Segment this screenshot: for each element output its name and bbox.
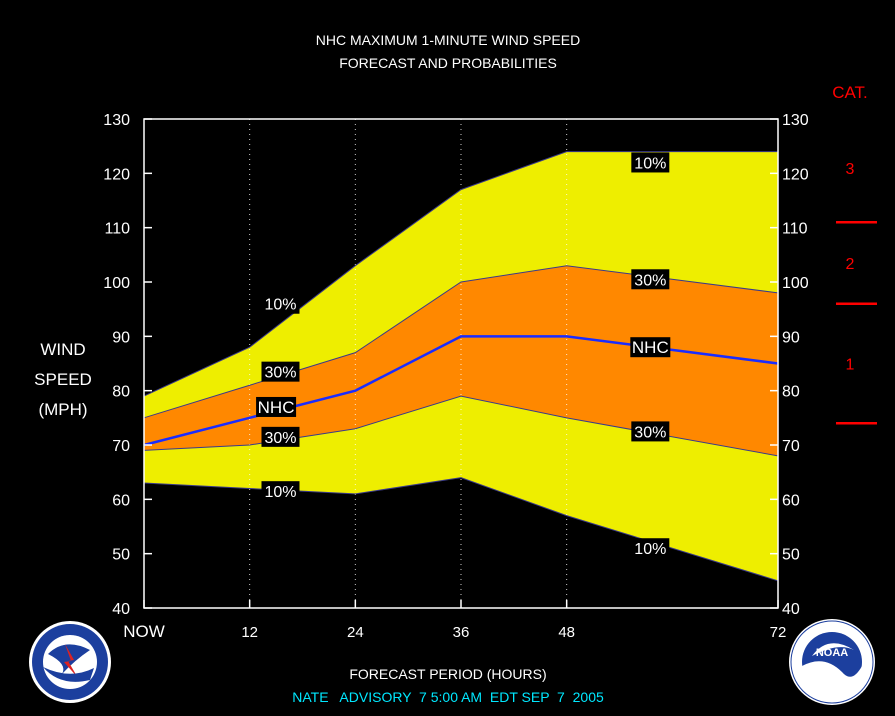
line-upper-30 — [143, 265, 779, 419]
chart-subtitle: FORECAST AND PROBABILITIES — [339, 55, 557, 71]
line-upper-10 — [143, 151, 778, 397]
y-tick-label-left-110: 110 — [104, 221, 130, 238]
band-label-3: 30% — [264, 430, 296, 447]
band-label-box-8 — [631, 421, 670, 442]
y-tick-label-left-40: 40 — [112, 601, 130, 618]
x-axis-ticks: NOW 12 24 36 48 72 — [123, 600, 786, 641]
y-tick-label-left-100: 100 — [103, 275, 130, 292]
band-label-box-5 — [631, 152, 670, 173]
band-label-1: 30% — [264, 365, 296, 382]
band-label-6: 30% — [634, 272, 666, 289]
line-nhc — [143, 335, 779, 447]
noaa-logo-text: NOAA — [816, 647, 848, 659]
y-tick-label-left-120: 120 — [103, 166, 130, 183]
y-tick-label-left-80: 80 — [112, 384, 130, 401]
y-tick-label-right-110: 110 — [782, 221, 808, 238]
y-tick-label-right-50: 50 — [782, 547, 800, 564]
y-tick-label-right-40: 40 — [782, 601, 800, 618]
band-label-4: 10% — [264, 484, 296, 501]
line-lower-10 — [143, 477, 779, 582]
band-labels: 10% 30% NHC 30% 10% 10% 30% NHC 30% 10% — [256, 152, 671, 559]
y-tick-label-right-130: 130 — [782, 112, 809, 129]
band-label-box-4 — [261, 481, 300, 502]
band-label-box-2 — [256, 396, 297, 417]
y-tick-label-right-80: 80 — [782, 384, 800, 401]
y-tick-label-right-90: 90 — [782, 329, 800, 346]
band-label-2: NHC — [258, 398, 295, 417]
y-tick-label-right-100: 100 — [782, 275, 809, 292]
probability-bands — [144, 151, 778, 581]
y-tick-label-left-90: 90 — [112, 329, 130, 346]
band-label-box-7 — [630, 337, 671, 358]
y-tick-label-left-70: 70 — [112, 438, 130, 455]
chart-title: NHC MAXIMUM 1-MINUTE WIND SPEED — [316, 32, 580, 48]
y-tick-label-right-120: 120 — [782, 166, 809, 183]
advisory-footer: NATE ADVISORY 7 5:00 AM EDT SEP 7 2005 — [292, 689, 604, 705]
y-axis-ticks: 40 40 50 50 60 60 70 70 80 80 90 90 100 100 110 110 120 1… — [103, 112, 809, 618]
y-tick-label-right-60: 60 — [782, 492, 800, 509]
band-30-percent — [144, 265, 778, 456]
category-heading: CAT. — [832, 83, 868, 102]
band-label-box-3 — [261, 426, 300, 447]
band-label-box-9 — [631, 538, 670, 559]
band-label-box-1 — [261, 361, 300, 382]
band-label-box-0 — [261, 293, 300, 314]
category-label-2: 2 — [846, 256, 855, 273]
x-tick-label-48: 48 — [558, 624, 575, 641]
x-tick-label-36: 36 — [453, 624, 470, 641]
y-tick-label-left-130: 130 — [103, 112, 130, 129]
band-label-7: NHC — [632, 338, 669, 357]
y-tick-label-right-70: 70 — [782, 438, 800, 455]
band-label-0: 10% — [264, 297, 296, 314]
nws-logo — [29, 621, 111, 703]
y-axis-label-line-3: (MPH) — [38, 400, 87, 419]
x-tick-label-24: 24 — [347, 624, 364, 641]
x-tick-label-12: 12 — [241, 624, 258, 641]
category-scale: 1 2 3 — [836, 161, 877, 425]
band-label-5: 10% — [634, 155, 666, 172]
x-tick-label-NOW: NOW — [123, 622, 165, 641]
x-axis-label: FORECAST PERIOD (HOURS) — [349, 666, 546, 682]
forecast-lines — [143, 151, 779, 582]
band-label-box-6 — [631, 269, 670, 290]
line-lower-30 — [143, 395, 779, 457]
band-label-8: 30% — [634, 424, 666, 441]
category-label-1: 1 — [846, 357, 855, 374]
y-tick-label-left-60: 60 — [112, 492, 130, 509]
y-tick-label-left-50: 50 — [112, 547, 130, 564]
category-label-3: 3 — [846, 161, 855, 178]
y-axis-label-line-2: SPEED — [34, 370, 92, 389]
noaa-logo: NOAA — [789, 619, 875, 705]
band-label-9: 10% — [634, 541, 666, 558]
x-tick-label-72: 72 — [770, 624, 787, 641]
y-axis-label-line-1: WIND — [40, 340, 85, 359]
